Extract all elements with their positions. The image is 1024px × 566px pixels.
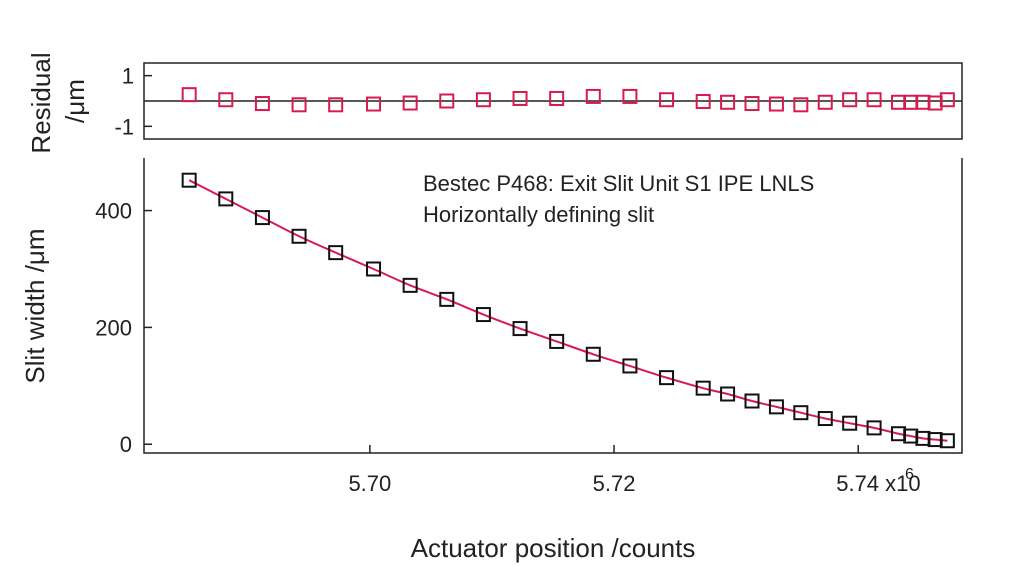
residual-ylabel-line2: /μm (60, 79, 90, 123)
main-ylabel: Slit width /μm (20, 228, 50, 383)
data-point (659, 370, 675, 386)
residual-point (291, 97, 307, 113)
residual-ylabel-line1: Residual (26, 52, 56, 153)
residual-point (817, 94, 833, 110)
main-xtick-label: 5.74 x10 (836, 471, 920, 496)
main-panel: 0 200 400 5.70 5.72 5.74 x10 6 Slit width /μ… (20, 158, 963, 563)
main-ytick-label: 0 (120, 432, 132, 457)
data-point (181, 172, 197, 188)
main-xtick-label: 5.70 (348, 471, 391, 496)
residual-point (842, 92, 858, 108)
residual-point (915, 94, 931, 110)
data-point (328, 245, 344, 261)
x-exponent: 6 (905, 466, 914, 483)
data-point (402, 277, 418, 293)
annotation-line1: Bestec P468: Exit Slit Unit S1 IPE LNLS (423, 171, 814, 196)
data-point (695, 380, 711, 396)
residual-point (328, 97, 344, 113)
residual-point (218, 92, 234, 108)
data-point (793, 405, 809, 421)
residual-point (439, 93, 455, 109)
main-points (181, 172, 955, 449)
residual-point (254, 96, 270, 112)
residual-points (181, 87, 955, 113)
main-ytick-label: 400 (95, 199, 132, 224)
residual-ytick-label: -1 (114, 114, 134, 139)
residual-point (744, 96, 760, 112)
residual-point (585, 88, 601, 104)
residual-point (622, 88, 638, 104)
residual-point (181, 87, 197, 103)
main-frame (143, 158, 963, 454)
main-ytick-label: 200 (95, 315, 132, 340)
data-point (817, 411, 833, 427)
residual-y-ticks: 1 -1 (114, 64, 152, 139)
residual-panel: Residual /μm 1 -1 (26, 52, 963, 154)
data-point (939, 433, 955, 449)
residual-point (512, 90, 528, 106)
data-point (585, 346, 601, 362)
residual-point (866, 92, 882, 108)
main-xlabel: Actuator position /counts (411, 533, 696, 563)
residual-ytick-label: 1 (122, 64, 134, 89)
residual-point (695, 94, 711, 110)
residual-point (939, 92, 955, 108)
data-point (622, 358, 638, 374)
main-xtick-label: 5.72 (593, 471, 636, 496)
data-point (439, 291, 455, 307)
residual-point (366, 96, 382, 112)
data-point (768, 399, 784, 415)
data-point (475, 307, 491, 323)
residual-point (768, 96, 784, 112)
residual-point (659, 92, 675, 108)
data-point (842, 415, 858, 431)
data-point (218, 191, 234, 207)
residual-point (402, 95, 418, 111)
data-point (254, 210, 270, 226)
residual-point (720, 94, 736, 110)
residual-point (475, 92, 491, 108)
annotation-line2: Horizontally defining slit (423, 202, 654, 227)
main-y-ticks: 0 200 400 (95, 199, 152, 457)
residual-point (927, 95, 943, 111)
residual-point (903, 94, 919, 110)
residual-point (793, 97, 809, 113)
data-point (744, 393, 760, 409)
residual-point (549, 90, 565, 106)
residual-point (891, 94, 907, 110)
data-point (720, 386, 736, 402)
data-point (549, 333, 565, 349)
data-point (512, 321, 528, 337)
data-point (366, 261, 382, 277)
main-x-ticks: 5.70 5.72 5.74 x10 (348, 445, 921, 496)
data-point (291, 228, 307, 244)
data-point (866, 420, 882, 436)
